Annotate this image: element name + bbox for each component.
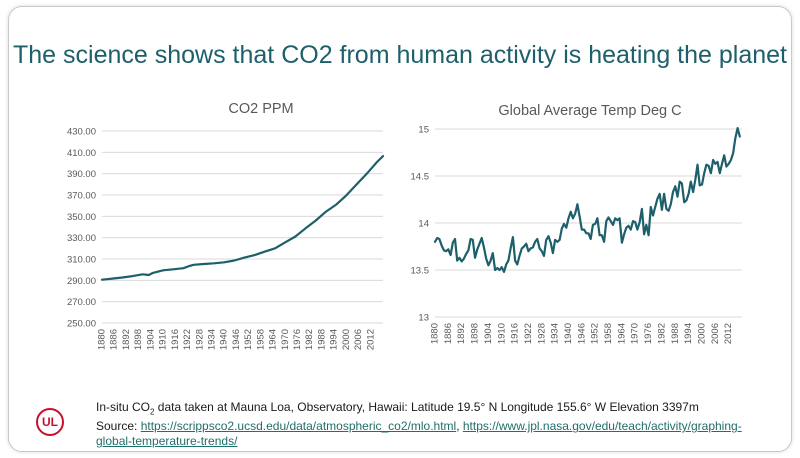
footnote-line-1: In-situ CO2 data taken at Mauna Loa, Obs… [96, 400, 699, 417]
temp-xtick-label: 1922 [523, 323, 534, 344]
co2-ytick-label: 310.00 [67, 255, 96, 266]
co2-xtick-label: 1892 [121, 329, 132, 350]
co2-ytick-label: 270.00 [67, 297, 96, 308]
co2-ytick-label: 290.00 [67, 276, 96, 287]
co2-ytick-label: 370.00 [67, 191, 96, 202]
temp-series-line [433, 127, 741, 273]
co2-xtick-label: 1964 [268, 329, 279, 350]
co2-xtick-label: 1880 [97, 329, 108, 350]
co2-chart-title: CO2 PPM [228, 101, 294, 117]
temp-xtick-label: 1928 [536, 323, 547, 344]
co2-xtick-label: 1994 [329, 329, 340, 350]
co2-xtick-label: 2012 [365, 329, 376, 350]
co2-xtick-label: 1922 [182, 329, 193, 350]
temp-xtick-label: 1910 [496, 323, 507, 344]
temp-xtick-label: 1988 [670, 323, 681, 344]
temp-chart-title: Global Average Temp Deg C [498, 103, 682, 119]
co2-xtick-label: 1946 [231, 329, 242, 350]
temp-ytick-label: 14.5 [411, 172, 430, 183]
temp-xtick-label: 1952 [590, 323, 601, 344]
footnote: In-situ CO2 data taken at Mauna Loa, Obs… [96, 400, 776, 449]
source-link-scripps[interactable]: https://scrippsco2.ucsd.edu/data/atmosph… [140, 419, 457, 434]
co2-line-chart: 250.00 270.00 290.00 310.00 330.00 350.00 370.… [67, 127, 385, 350]
co2-xtick-label: 1982 [304, 329, 315, 350]
co2-ytick-label: 390.00 [67, 169, 96, 180]
co2-ytick-label: 350.00 [67, 212, 96, 223]
co2-xtick-label: 1934 [206, 329, 217, 350]
co2-series-line [100, 155, 385, 281]
temp-ytick-label: 13 [418, 313, 429, 324]
co2-xtick-label: 1904 [145, 329, 156, 350]
temp-ytick-label: 15 [418, 125, 429, 136]
temp-xtick-label: 1976 [643, 323, 654, 344]
temp-xtick-label: 1958 [603, 323, 614, 344]
co2-ytick-label: 250.00 [67, 319, 96, 330]
co2-ytick-label: 330.00 [67, 233, 96, 244]
co2-xtick-label: 1928 [194, 329, 205, 350]
co2-xtick-label: 1970 [280, 329, 291, 350]
slide: The science shows that CO2 from human ac… [8, 6, 792, 452]
temp-xtick-label: 1934 [550, 323, 561, 344]
co2-xtick-label: 1958 [255, 329, 266, 350]
source-link-jpl[interactable]: https://www.jpl.nasa.gov/edu/teach/activ… [96, 419, 742, 449]
co2-xtick-label: 1910 [158, 329, 169, 350]
temp-xtick-label: 1970 [630, 323, 641, 344]
temp-xtick-label: 1994 [683, 323, 694, 344]
temp-xtick-label: 1880 [430, 323, 441, 344]
temp-xtick-label: 2006 [710, 323, 721, 344]
temp-xtick-label: 2000 [696, 323, 707, 344]
slide-title: The science shows that CO2 from human ac… [13, 41, 787, 69]
co2-xtick-label: 1976 [292, 329, 303, 350]
co2-ytick-label: 410.00 [67, 148, 96, 159]
co2-xtick-label: 1886 [109, 329, 120, 350]
co2-xtick-label: 1898 [133, 329, 144, 350]
co2-ytick-label: 430.00 [67, 127, 96, 138]
temp-xtick-label: 1898 [470, 323, 481, 344]
temp-ytick-label: 13.5 [411, 266, 430, 277]
ul-logo: UL [36, 408, 64, 436]
co2-xtick-label: 2000 [341, 329, 352, 350]
co2-xtick-label: 1952 [243, 329, 254, 350]
temp-xtick-label: 1892 [456, 323, 467, 344]
temp-xtick-label: 1916 [510, 323, 521, 344]
co2-xtick-label: 2006 [353, 329, 364, 350]
temp-xtick-label: 1940 [563, 323, 574, 344]
footnote-source: Source: https://scrippsco2.ucsd.edu/data… [96, 419, 742, 449]
ul-logo-text: UL [42, 415, 58, 429]
temp-xtick-label: 2012 [723, 323, 734, 344]
temp-xtick-label: 1904 [483, 323, 494, 344]
temp-xtick-label: 1946 [576, 323, 587, 344]
co2-xtick-label: 1988 [316, 329, 327, 350]
temp-xtick-label: 1982 [656, 323, 667, 344]
temp-ytick-label: 14 [418, 219, 429, 230]
co2-xtick-label: 1940 [219, 329, 230, 350]
temp-xtick-label: 1964 [616, 323, 627, 344]
temp-xtick-label: 1886 [443, 323, 454, 344]
co2-xtick-label: 1916 [170, 329, 181, 350]
